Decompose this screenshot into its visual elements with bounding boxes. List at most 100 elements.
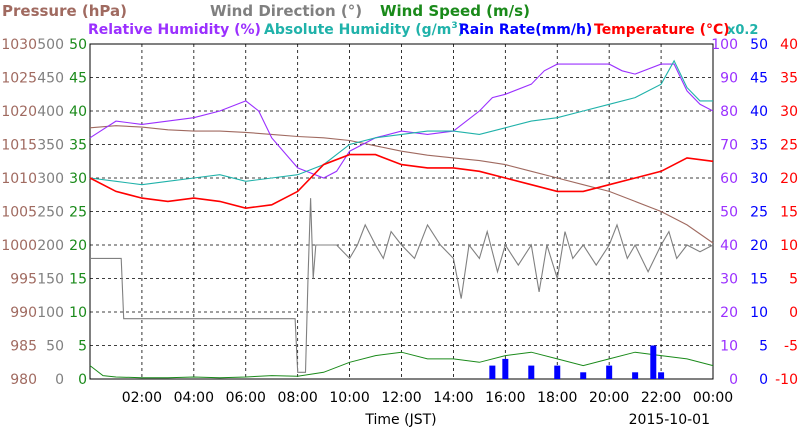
- x-axis-title: Time (JST): [364, 412, 436, 428]
- tick-label-pressure: 1030: [1, 37, 37, 53]
- tick-label-wind-speed: 40: [69, 104, 87, 120]
- tick-label-pressure: 980: [10, 372, 37, 388]
- tick-label-rain-rate: 20: [750, 238, 768, 254]
- tick-label-humidity: 0: [729, 372, 738, 388]
- tick-label-temperature: 20: [780, 171, 798, 187]
- series-layer: [89, 59, 714, 379]
- tick-label-wind-speed: 20: [69, 238, 87, 254]
- series-absolute-humidity: [89, 59, 713, 186]
- x-tick-label: 14:00: [433, 390, 473, 406]
- tick-label-wind-direction: 450: [37, 71, 64, 87]
- title-absolute-humidity: Absolute Humidity (g/m3): [264, 21, 464, 38]
- tick-label-wind-direction: 100: [37, 305, 64, 321]
- x-tick-label: 10:00: [329, 390, 369, 406]
- title-wind-speed: Wind Speed (m/s): [380, 2, 530, 20]
- tick-label-pressure: 1010: [1, 171, 37, 187]
- x-tick-label: 22:00: [641, 390, 681, 406]
- series-rain-rate-bar: [632, 372, 639, 379]
- series-wind-speed: [89, 351, 714, 379]
- tick-label-rain-rate: 30: [750, 171, 768, 187]
- tick-label-humidity: 80: [720, 104, 738, 120]
- tick-label-pressure: 1005: [1, 205, 37, 221]
- series-rain-rate-bar: [489, 365, 496, 379]
- tick-label-wind-direction: 0: [55, 372, 64, 388]
- series-pressure: [89, 125, 714, 244]
- tick-label-wind-speed: 25: [69, 205, 87, 221]
- tick-label-humidity: 60: [720, 171, 738, 187]
- title-temperature: Temperature (°C): [594, 22, 730, 38]
- tick-label-wind-direction: 500: [37, 37, 64, 53]
- tick-label-pressure: 1025: [1, 71, 37, 87]
- tick-label-temperature: 15: [780, 205, 798, 221]
- tick-label-wind-direction: 350: [37, 138, 64, 154]
- tick-label-humidity: 10: [720, 339, 738, 355]
- tick-label-temperature: -10: [775, 372, 798, 388]
- series-rain-rate-bar: [650, 345, 657, 379]
- tick-label-wind-speed: 45: [69, 71, 87, 87]
- tick-label-wind-speed: 15: [69, 272, 87, 288]
- title-relative-humidity: Relative Humidity (%): [88, 22, 261, 38]
- tick-label-humidity: 50: [720, 205, 738, 221]
- series-temperature: [89, 153, 714, 210]
- tick-label-temperature: 5: [789, 272, 798, 288]
- title-wind-direction: Wind Direction (°): [210, 2, 362, 20]
- tick-label-temperature: 25: [780, 138, 798, 154]
- series-rain-rate-bar: [502, 358, 509, 379]
- title-rain-rate: Rain Rate(mm/h): [459, 22, 592, 38]
- x-tick-label: 20:00: [589, 390, 629, 406]
- tick-label-wind-direction: 200: [37, 238, 64, 254]
- tick-label-humidity: 40: [720, 238, 738, 254]
- tick-label-humidity: 100: [711, 37, 738, 53]
- tick-label-humidity: 20: [720, 305, 738, 321]
- tick-label-temperature: 0: [789, 305, 798, 321]
- tick-label-wind-speed: 30: [69, 171, 87, 187]
- tick-label-temperature: 10: [780, 238, 798, 254]
- tick-label-rain-rate: 35: [750, 138, 768, 154]
- title-absolute-humidity-sup: 3: [451, 21, 457, 31]
- tick-label-wind-speed: 35: [69, 138, 87, 154]
- tick-label-pressure: 990: [10, 305, 37, 321]
- tick-label-wind-speed: 5: [78, 339, 87, 355]
- date-label: 2015-10-01: [629, 412, 710, 428]
- tick-label-rain-rate: 40: [750, 104, 768, 120]
- x-tick-label: 16:00: [485, 390, 525, 406]
- title-absolute-humidity-main: Absolute Humidity (g/m: [264, 22, 451, 38]
- series-relative-humidity: [89, 63, 714, 179]
- tick-label-temperature: 40: [780, 37, 798, 53]
- series-wind-direction: [90, 198, 714, 373]
- x-tick-label: 08:00: [277, 390, 317, 406]
- series-rain-rate-bar: [580, 372, 587, 379]
- tick-label-temperature: 30: [780, 104, 798, 120]
- tick-label-rain-rate: 15: [750, 272, 768, 288]
- tick-label-pressure: 985: [10, 339, 37, 355]
- tick-label-humidity: 70: [720, 138, 738, 154]
- x-tick-label: 04:00: [174, 390, 214, 406]
- tick-label-wind-direction: 250: [37, 205, 64, 221]
- tick-label-humidity: 30: [720, 272, 738, 288]
- tick-label-pressure: 1020: [1, 104, 37, 120]
- tick-label-pressure: 1015: [1, 138, 37, 154]
- tick-label-rain-rate: 50: [750, 37, 768, 53]
- tick-label-rain-rate: 5: [759, 339, 768, 355]
- title-multiplier: x0.2: [727, 23, 758, 38]
- tick-label-wind-direction: 300: [37, 171, 64, 187]
- x-tick-label: 00:00: [693, 390, 733, 406]
- title-absolute-humidity-close: ): [458, 22, 464, 38]
- tick-label-rain-rate: 25: [750, 205, 768, 221]
- tick-label-rain-rate: 10: [750, 305, 768, 321]
- tick-label-pressure: 995: [10, 272, 37, 288]
- x-tick-label: 02:00: [122, 390, 162, 406]
- tick-label-wind-direction: 400: [37, 104, 64, 120]
- tick-label-rain-rate: 45: [750, 71, 768, 87]
- grid: [90, 44, 713, 379]
- plot-frame: [89, 43, 714, 380]
- x-axis-labels: 02:00 04:00 06:00 08:00 10:00 12:00 14:00 16:00…: [122, 390, 733, 406]
- series-rain-rate-bar: [606, 365, 613, 379]
- x-tick-label: 18:00: [537, 390, 577, 406]
- axis-labels: 1030102510201015101010051000995990985980…: [1, 37, 798, 388]
- tick-label-wind-speed: 50: [69, 37, 87, 53]
- tick-label-rain-rate: 0: [759, 372, 768, 388]
- tick-label-pressure: 1000: [1, 238, 37, 254]
- x-tick-label: 12:00: [381, 390, 421, 406]
